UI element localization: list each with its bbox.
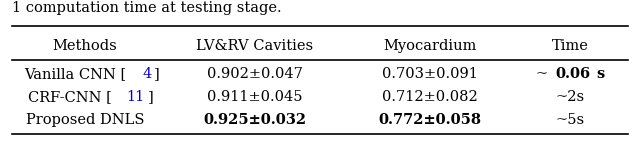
Text: CRF-CNN [: CRF-CNN [ xyxy=(28,90,111,104)
Text: 0.703±0.091: 0.703±0.091 xyxy=(382,67,478,81)
Text: 1 computation time at testing stage.: 1 computation time at testing stage. xyxy=(12,1,282,15)
Text: 0.911±0.045: 0.911±0.045 xyxy=(207,90,303,104)
Text: 0.06: 0.06 xyxy=(555,67,590,81)
Text: Myocardium: Myocardium xyxy=(383,39,477,53)
Text: 0.772±0.058: 0.772±0.058 xyxy=(378,113,481,127)
Text: Proposed DNLS: Proposed DNLS xyxy=(26,113,144,127)
Text: Time: Time xyxy=(552,39,588,53)
Text: Vanilla CNN [: Vanilla CNN [ xyxy=(24,67,127,81)
Text: ~: ~ xyxy=(536,67,548,81)
Text: 0.902±0.047: 0.902±0.047 xyxy=(207,67,303,81)
Text: 0.712±0.082: 0.712±0.082 xyxy=(382,90,478,104)
Text: Methods: Methods xyxy=(52,39,117,53)
Text: s: s xyxy=(596,67,605,81)
Text: 11: 11 xyxy=(126,90,145,104)
Text: 0.925±0.032: 0.925±0.032 xyxy=(204,113,307,127)
Text: ]: ] xyxy=(148,90,154,104)
Text: 4: 4 xyxy=(143,67,152,81)
Text: LV&RV Cavities: LV&RV Cavities xyxy=(196,39,314,53)
Text: ~5s: ~5s xyxy=(556,113,584,127)
Text: ~2s: ~2s xyxy=(556,90,584,104)
Text: ]: ] xyxy=(154,67,160,81)
